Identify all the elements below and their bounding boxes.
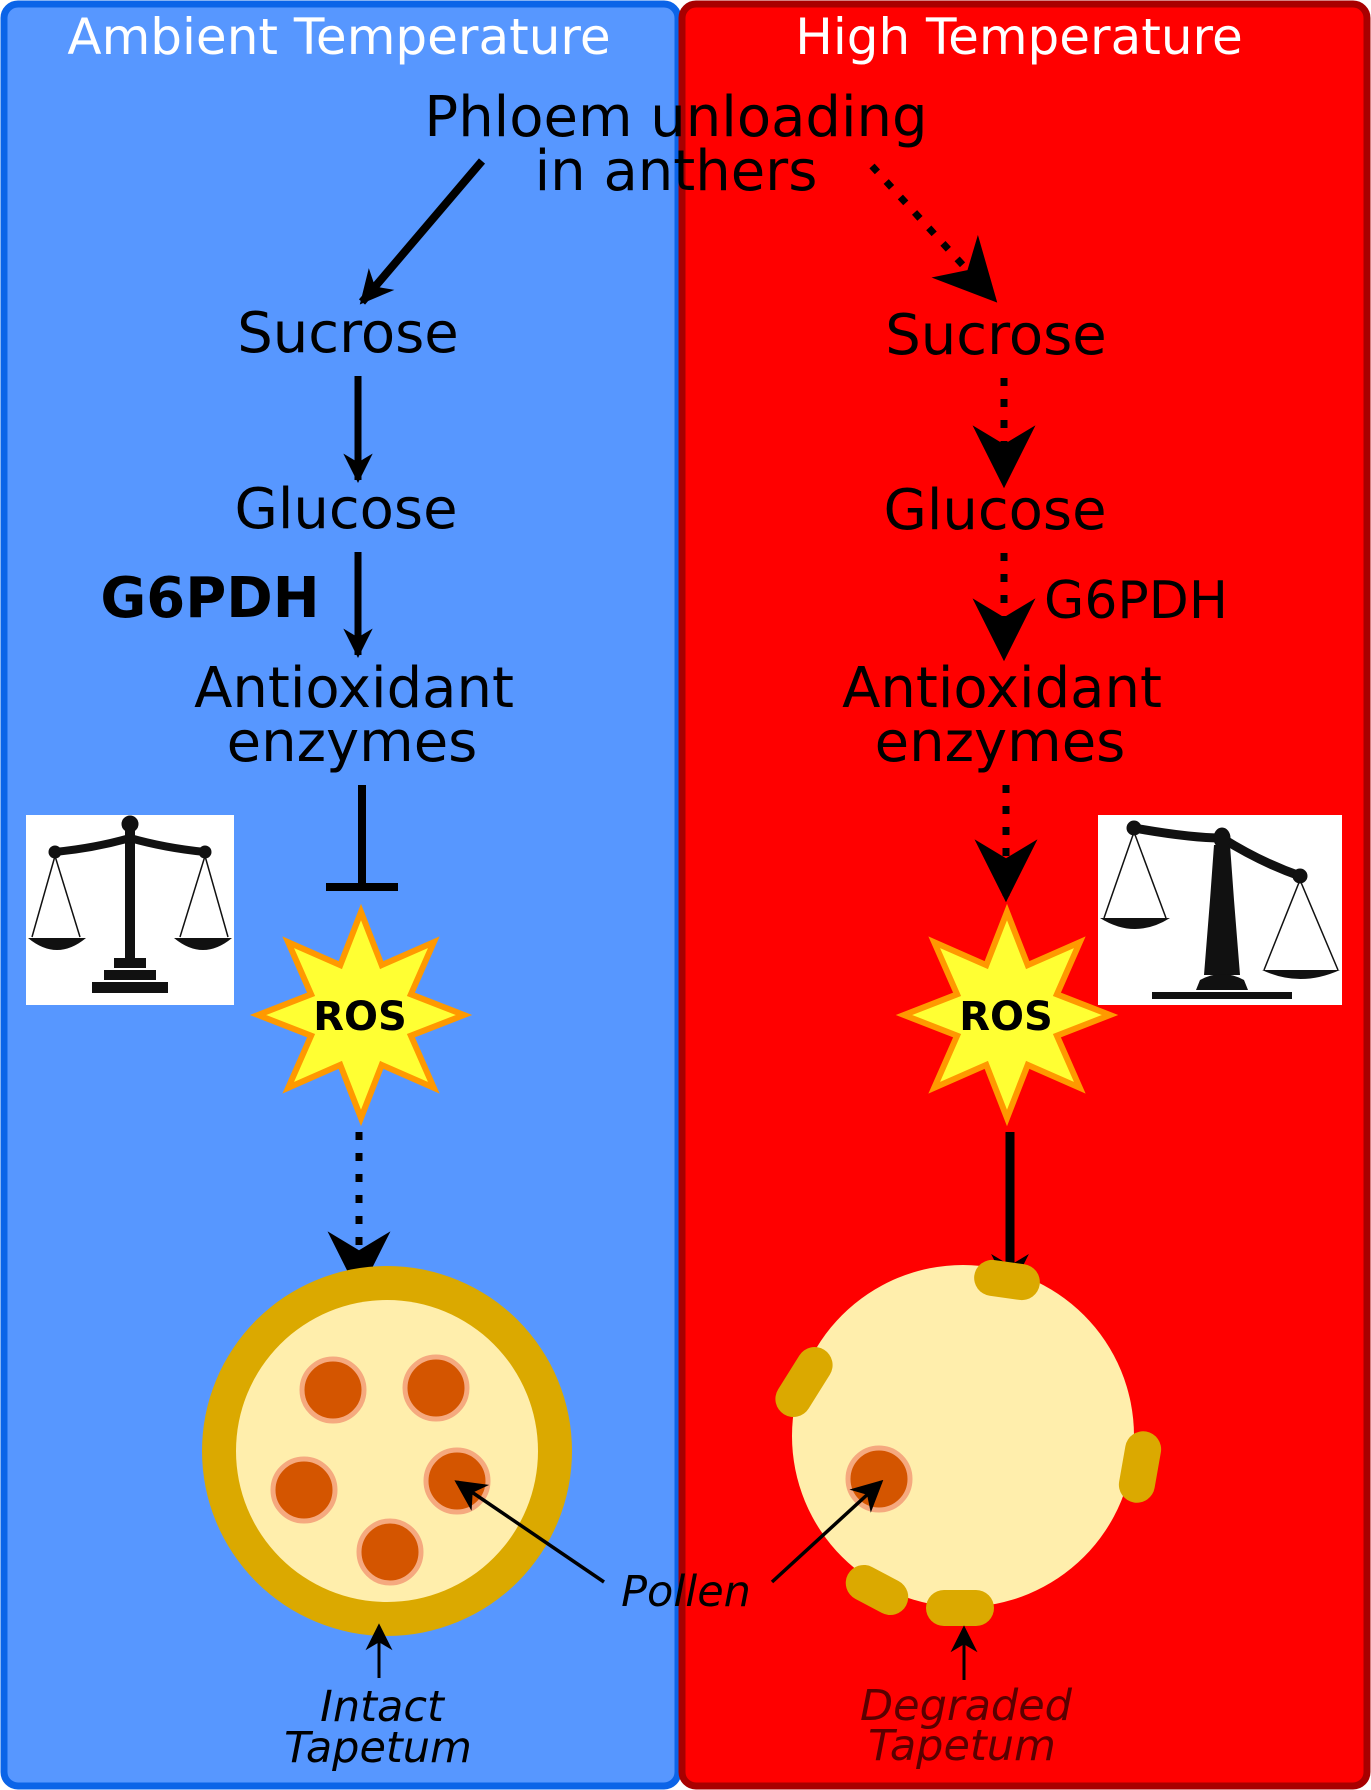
degraded-label-line2: Tapetum (868, 1721, 1056, 1771)
pollen-label: Pollen (621, 1567, 751, 1617)
pollen-grain (423, 1447, 491, 1515)
left-antioxidant-label-line2: enzymes (227, 710, 478, 775)
pollen-grain (299, 1356, 367, 1424)
pollen-pointer-left (454, 1480, 605, 1584)
high-panel-title: High Temperature (795, 8, 1243, 66)
pollen-grain (356, 1518, 424, 1586)
tapetum-fragment (1118, 1431, 1162, 1503)
right-sucrose-label: Sucrose (885, 303, 1107, 368)
phloem-label-line1: Phloem unloading (424, 85, 927, 150)
left-ros-burst-icon (249, 903, 473, 1127)
left-ros-label: ROS (313, 994, 407, 1040)
right-glucose-label: Glucose (883, 478, 1106, 543)
left-g6pdh-label: G6PDH (100, 566, 319, 631)
pollen-pointer-right (770, 1479, 884, 1584)
right-antioxidant-label-line2: enzymes (875, 710, 1126, 775)
unbalanced-scale-icon (1098, 815, 1342, 1005)
degraded-anther (792, 1265, 1134, 1607)
tapetum-fragment (926, 1590, 994, 1626)
degraded-label-line1: Degraded (860, 1681, 1073, 1731)
tapetum-fragment (974, 1259, 1040, 1301)
phloem-label-line2: in anthers (535, 139, 818, 204)
ambient-panel-title: Ambient Temperature (67, 8, 610, 66)
right-g6pdh-label: G6PDH (1044, 571, 1228, 631)
tapetum-fragment (845, 1564, 909, 1616)
balanced-scale-icon (26, 815, 234, 1005)
right-ros-label: ROS (959, 994, 1053, 1040)
left-sucrose-label: Sucrose (237, 301, 459, 366)
phloem-to-sucrose-arrow (358, 158, 486, 305)
left-antioxidant-label-line1: Antioxidant (194, 656, 514, 721)
intact-label-line2: Tapetum (284, 1723, 472, 1773)
phloem-to-sucrose-dotted-arrow (869, 163, 998, 303)
tapetum-fragments (775, 1259, 1162, 1626)
intact-label-line1: Intact (320, 1682, 446, 1732)
pollen-grain (270, 1456, 338, 1524)
right-ros-burst-icon (895, 903, 1119, 1127)
left-glucose-label: Glucose (234, 477, 457, 542)
right-antioxidant-label-line1: Antioxidant (842, 656, 1162, 721)
pollen-grain (402, 1354, 470, 1422)
tapetum-fragment (775, 1347, 833, 1417)
inhibition-bar (326, 785, 398, 891)
pollen-grain (845, 1445, 913, 1513)
